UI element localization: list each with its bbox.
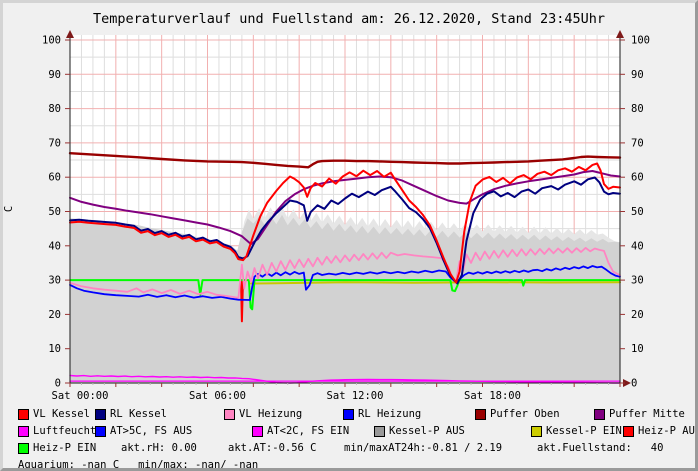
- legend-swatch-rl-heizung: [343, 409, 354, 420]
- legend-stat-0: akt.rH: 0.00: [121, 442, 197, 454]
- legend-stat-1: akt.AT:-0.56 C: [228, 442, 317, 454]
- y-tick-label-right: 60: [631, 172, 644, 184]
- y-tick-label-right: 90: [631, 69, 644, 81]
- legend-aquarium-text: Aquarium: -nan C min/max: -nan/ -nan: [18, 459, 259, 471]
- series-heiz-p-ein: [69, 279, 621, 311]
- legend-label: Luftfeuchte: [33, 425, 103, 437]
- y-tick-label-left: 30: [48, 275, 61, 287]
- legend-label: Heiz-P AUS: [638, 425, 698, 437]
- x-tick-label: Sat 12:00: [327, 390, 384, 402]
- x-tick-label: Sat 18:00: [464, 390, 521, 402]
- y-tick-label-left: 100: [42, 35, 61, 47]
- series-kessel-p-ein: [250, 281, 621, 285]
- legend-stat-2: min/maxAT24h:-0.81 / 2.19: [344, 442, 503, 454]
- legend-label: Kessel-P AUS: [389, 425, 465, 437]
- legend-swatch-vl-heizung: [224, 409, 235, 420]
- y-tick-label-right: 10: [631, 343, 644, 355]
- y-tick-label-left: 80: [48, 103, 61, 115]
- y-tick-label-right: 20: [631, 309, 644, 321]
- legend-label: VL Heizung: [239, 408, 303, 420]
- arrow-right: [623, 379, 631, 387]
- y-tick-label-left: 70: [48, 137, 61, 149]
- y-tick-label-left: 20: [48, 309, 61, 321]
- arrow-up-left: [66, 30, 74, 38]
- series-puffer-oben: [68, 151, 622, 169]
- legend-swatch-at-5c-fs-aus: [95, 426, 106, 437]
- y-tick-label-right: 70: [631, 137, 644, 149]
- legend-swatch-luftfeuchte: [18, 426, 29, 437]
- series-rl-heizung: [69, 265, 621, 301]
- legend-label: Kessel-P EIN: [546, 425, 622, 437]
- x-tick-label: Sat 00:00: [52, 390, 109, 402]
- legend-swatch-puffer-mitte: [594, 409, 605, 420]
- y-tick-label-left: 40: [48, 240, 61, 252]
- x-tick-label: Sat 06:00: [189, 390, 246, 402]
- y-tick-label-left: 90: [48, 69, 61, 81]
- legend-label: Puffer Oben: [490, 408, 560, 420]
- y-tick-label-right: 50: [631, 206, 644, 218]
- watermark: RRDTOOL / TOBI OETIKER: [693, 3, 695, 25]
- chart-title: Temperaturverlauf und Fuellstand am: 26.…: [92, 11, 606, 27]
- legend-swatch-puffer-oben: [475, 409, 486, 420]
- y-tick-label-left: 60: [48, 172, 61, 184]
- series-rl-kessel: [69, 176, 621, 285]
- series-heiz-p-aus: [240, 279, 244, 323]
- y-tick-label-right: 40: [631, 240, 644, 252]
- legend-label: AT<2C, FS EIN: [267, 425, 350, 437]
- legend-label: VL Kessel: [33, 408, 90, 420]
- legend-label: RL Heizung: [358, 408, 422, 420]
- legend-swatch-kessel-p-aus: [374, 426, 385, 437]
- y-tick-label-left: 50: [48, 206, 61, 218]
- y-tick-label-left: 0: [55, 378, 61, 390]
- legend-stat-3: akt.Fuellstand: 40: [537, 442, 664, 454]
- y-tick-label-left: 10: [48, 343, 61, 355]
- legend-swatch-heiz-p-aus: [623, 426, 634, 437]
- series-vl-kessel: [69, 162, 621, 284]
- legend-swatch-vl-kessel: [18, 409, 29, 420]
- series-kessel-p-aus: [70, 214, 620, 383]
- legend-swatch-heiz-p-ein: [18, 443, 29, 454]
- legend-label: AT>5C, FS AUS: [110, 425, 193, 437]
- y-tick-label-right: 30: [631, 275, 644, 287]
- legend-swatch-at-2c-fs-ein: [252, 426, 263, 437]
- y-tick-label-right: 100: [631, 35, 650, 47]
- y-tick-label-right: 80: [631, 103, 644, 115]
- legend-swatch-rl-kessel: [95, 409, 106, 420]
- y-tick-label-right: 0: [631, 378, 637, 390]
- legend-label: RL Kessel: [110, 408, 167, 420]
- series-vl-heizung: [69, 246, 621, 299]
- arrow-up-right: [616, 30, 624, 38]
- legend-swatch-kessel-p-ein: [531, 426, 542, 437]
- series-puffer-mitte: [69, 170, 621, 246]
- chart-canvas: 0 0 10 10 20 20 30 30 40 40 50 50 60 60 70 70 80 80 90 90 10…: [42, 30, 650, 402]
- legend-label: Puffer Mitte: [609, 408, 685, 420]
- legend-label: Heiz-P EIN: [33, 442, 97, 454]
